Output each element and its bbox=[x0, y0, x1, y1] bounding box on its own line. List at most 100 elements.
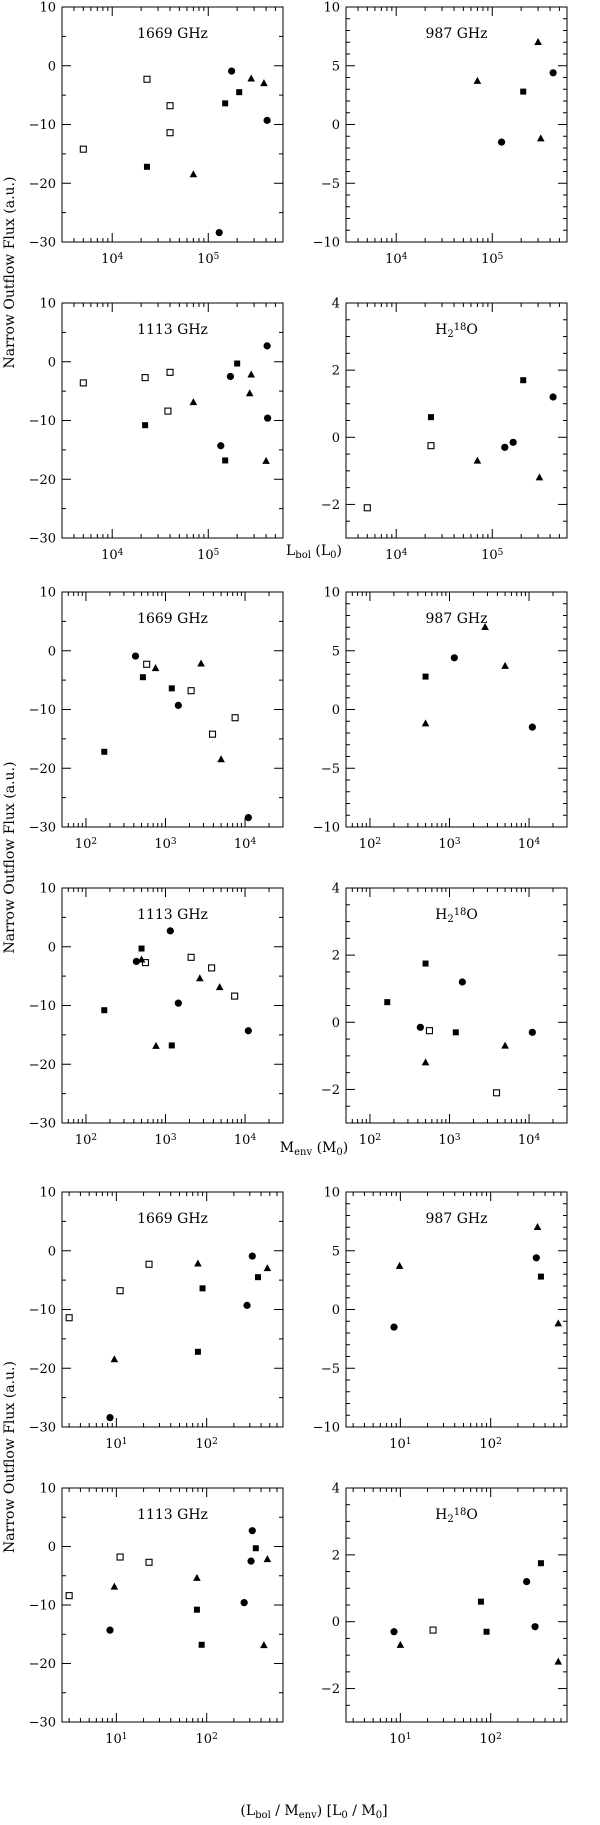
data-point-triangle bbox=[534, 38, 542, 46]
data-point-square bbox=[537, 1560, 544, 1567]
x-axis-title-lbol: Lbol (L0) bbox=[286, 543, 342, 561]
x-tick-label: 104 bbox=[385, 252, 408, 267]
y-axis-title-lbol: Narrow Outflow Flux (a.u.) bbox=[2, 177, 18, 369]
data-point-open-square bbox=[187, 687, 195, 695]
x-tick-label: 104 bbox=[234, 1133, 257, 1148]
panel-ratio-2: −30 −20 −10 0 10 101 102 1113 GHz bbox=[29, 1482, 284, 1747]
y-tick-label: −2 bbox=[321, 1682, 340, 1697]
y-tick-label: 0 bbox=[48, 644, 56, 659]
axes-frame bbox=[345, 591, 568, 828]
y-tick-label: 0 bbox=[48, 59, 56, 74]
axes-frame bbox=[61, 887, 284, 1124]
data-point-open-square bbox=[116, 1287, 124, 1295]
axes-frame bbox=[61, 6, 284, 243]
y-tick-label: −20 bbox=[29, 1657, 56, 1672]
data-point-triangle bbox=[554, 1319, 563, 1327]
y-tick-label: 0 bbox=[48, 355, 56, 370]
data-point-circle bbox=[106, 1414, 114, 1422]
data-point-circle bbox=[263, 342, 271, 350]
panel-menv-3: −2 0 2 4 102 103 104 H218O bbox=[321, 882, 568, 1148]
data-point-open-square bbox=[166, 129, 174, 137]
x-tick-label: 102 bbox=[480, 1732, 502, 1747]
data-point-square bbox=[168, 685, 175, 692]
data-point-triangle bbox=[262, 456, 270, 464]
data-point-triangle bbox=[215, 983, 224, 991]
x-tick-label: 102 bbox=[359, 837, 381, 852]
data-point-square bbox=[142, 422, 149, 429]
y-tick-label: 5 bbox=[332, 59, 340, 74]
y-tick-label: −20 bbox=[29, 762, 56, 777]
data-point-open-square bbox=[429, 1626, 437, 1634]
data-point-circle bbox=[528, 723, 536, 731]
axis-ticks bbox=[61, 591, 284, 828]
data-point-open-square bbox=[141, 374, 149, 382]
data-point-circle bbox=[458, 978, 466, 986]
data-point-triangle bbox=[260, 79, 268, 87]
data-point-square bbox=[483, 1628, 490, 1635]
y-tick-label: −20 bbox=[29, 1058, 56, 1073]
data-point-circle bbox=[528, 1028, 536, 1036]
data-point-circle bbox=[228, 67, 236, 75]
y-tick-label: 0 bbox=[48, 1244, 56, 1259]
data-point-circle bbox=[263, 116, 271, 124]
panel-title: 1113 GHz bbox=[137, 1507, 208, 1523]
data-point-triangle bbox=[110, 1355, 119, 1363]
data-point-circle bbox=[174, 701, 182, 709]
data-point-open-square bbox=[116, 1553, 124, 1561]
data-point-open-square bbox=[425, 1027, 434, 1035]
data-point-triangle bbox=[263, 1555, 272, 1563]
data-point-square bbox=[198, 1641, 205, 1648]
data-point-circle bbox=[416, 1023, 424, 1031]
y-axis-title-menv: Narrow Outflow Flux (a.u.) bbox=[2, 762, 18, 954]
x-tick-label: 103 bbox=[154, 1133, 177, 1148]
y-tick-label: 5 bbox=[332, 644, 340, 659]
data-point-open-square bbox=[143, 660, 151, 668]
x-axis-title-menv: Menv (M0) bbox=[280, 1140, 348, 1158]
y-tick-label: 10 bbox=[39, 1186, 56, 1201]
data-point-open-square bbox=[231, 992, 239, 1000]
y-tick-label: 0 bbox=[332, 118, 340, 133]
data-point-triangle bbox=[473, 456, 482, 464]
y-tick-label: −30 bbox=[29, 821, 56, 836]
data-point-open-square bbox=[65, 1314, 73, 1322]
axis-ticks bbox=[62, 1487, 284, 1723]
data-point-circle bbox=[248, 1527, 256, 1535]
axes-frame bbox=[61, 1191, 284, 1428]
data-point-triangle bbox=[247, 74, 256, 82]
y-tick-label: 4 bbox=[332, 882, 340, 897]
y-tick-label: 4 bbox=[332, 297, 340, 312]
data-point-triangle bbox=[501, 1041, 509, 1049]
x-tick-label: 103 bbox=[154, 837, 177, 852]
x-tick-label: 102 bbox=[359, 1133, 381, 1148]
data-point-triangle bbox=[395, 1261, 404, 1269]
data-point-triangle bbox=[421, 1058, 430, 1066]
data-point-square bbox=[143, 163, 150, 170]
y-tick-label: −10 bbox=[29, 118, 56, 133]
data-point-triangle bbox=[245, 389, 254, 397]
y-tick-label: 10 bbox=[323, 586, 340, 601]
data-point-circle bbox=[132, 957, 140, 966]
y-tick-label: −20 bbox=[29, 1362, 56, 1377]
panel-menv-0: −30 −20 −10 0 10 102 103 104 1669 GHz bbox=[29, 586, 284, 852]
panel-ratio-3: −2 0 2 4 101 102 H218O bbox=[321, 1482, 568, 1747]
data-point-square bbox=[422, 960, 429, 967]
y-tick-label: −20 bbox=[29, 473, 56, 488]
y-tick-label: 4 bbox=[332, 1482, 340, 1497]
data-point-triangle bbox=[554, 1657, 563, 1665]
y-tick-label: −10 bbox=[313, 1421, 340, 1436]
y-tick-label: −30 bbox=[29, 1716, 56, 1731]
y-tick-label: 10 bbox=[39, 1, 56, 16]
y-tick-label: 10 bbox=[323, 1, 340, 16]
data-point-square bbox=[101, 748, 108, 755]
data-point-square bbox=[193, 1606, 200, 1613]
data-point-triangle bbox=[193, 1573, 201, 1581]
axis-ticks bbox=[345, 6, 568, 243]
data-point-square bbox=[199, 1285, 206, 1292]
data-point-open-square bbox=[143, 75, 151, 83]
panel-title: H218O bbox=[435, 322, 478, 341]
data-point-circle bbox=[549, 69, 557, 77]
data-point-square bbox=[138, 945, 145, 952]
data-point-open-square bbox=[65, 1592, 73, 1600]
x-tick-label: 103 bbox=[438, 837, 461, 852]
data-point-circle bbox=[450, 654, 458, 662]
